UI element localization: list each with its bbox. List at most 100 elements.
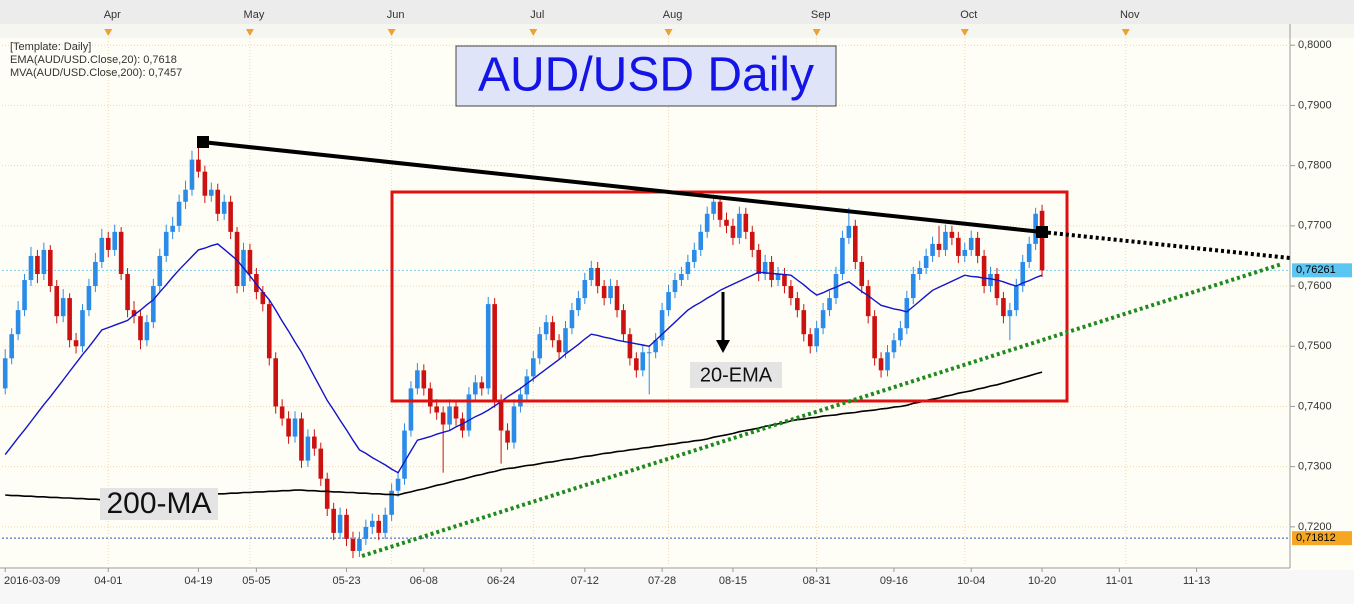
candle-body [904,298,910,329]
candle-body [917,267,922,275]
candle-body [99,237,105,262]
candle-body [762,261,768,275]
month-label: Apr [104,9,121,21]
candle-body [415,370,420,389]
candle-body [299,418,304,461]
candle-body [795,298,800,311]
y-tick-label: 0,7600 [1298,280,1332,292]
candle-body [853,225,858,262]
candle-body [125,274,130,311]
candle-body [1039,210,1045,271]
candle-body [569,310,575,329]
candle-body [421,370,427,389]
legend-entry: MVA(AUD/USD.Close,200): 0,7457 [10,67,182,79]
candle-body [576,298,581,311]
month-label: Oct [960,9,977,21]
candle-body [485,304,491,389]
candle-body [782,274,787,287]
candle-body [601,286,607,299]
candle-body [1033,213,1038,244]
month-label: Jul [530,9,544,21]
candle-body [827,298,832,311]
price-label-box [1292,531,1352,546]
candle-body [968,237,974,250]
candle-body [788,286,794,299]
candle-body [646,352,652,354]
candle-body [531,358,536,377]
candle-body [170,225,175,232]
candle-body [859,261,865,287]
month-marker [529,29,538,36]
candle-body [144,322,150,341]
candle-body [22,280,27,311]
y-tick-label: 0,7500 [1298,340,1332,352]
bottom-strip [0,570,1354,604]
candle-body [956,237,961,256]
candle-body [685,261,691,275]
candle-body [692,249,697,262]
candle-body [183,189,188,202]
x-tick-label: 11-01 [1106,575,1133,587]
candle-body [473,382,478,395]
candle-body [749,231,755,250]
x-tick-label: 11-13 [1183,575,1210,587]
candle-body [820,310,826,329]
candle-body [672,280,678,293]
candle-body [105,237,111,250]
candle-body [466,394,472,431]
candle-body [634,358,639,371]
candle-body [1014,286,1019,311]
marker-strip [0,24,1354,38]
y-tick-label: 0,7400 [1298,400,1332,412]
month-label: Aug [663,9,683,21]
candle-body [1026,243,1032,262]
candle-body [440,412,446,425]
x-tick-label: 07-28 [648,575,676,587]
candle-body [872,316,877,359]
candle-body [350,538,356,551]
y-tick-label: 0,7200 [1298,521,1332,533]
x-tick-label: 08-15 [719,575,747,587]
candle-body [769,261,774,281]
candle-body [885,352,890,371]
candle-body [898,328,903,341]
candle-body [337,514,343,533]
x-tick-label: 04-01 [94,575,122,587]
price-label: 0,76261 [1296,264,1336,276]
candle-body [730,225,736,238]
support-line [361,262,1283,558]
candle-body [60,298,66,317]
trend-anchor [1036,226,1048,238]
candle-body [202,171,208,196]
candle-body [975,237,980,256]
candle-body [666,292,671,311]
candle-body [524,376,530,395]
candle-body [981,255,987,287]
candle-body [273,358,278,407]
candle-body [492,304,497,401]
month-marker [812,29,821,36]
x-tick-label: 07-12 [571,575,599,587]
candle-body [994,274,1000,299]
candle-body [498,400,504,431]
candle-body [260,292,266,305]
annotation-box [690,362,782,388]
candle-body [923,255,929,268]
template-label: [Template: Daily] [10,41,91,53]
trend-anchor [197,136,209,148]
candle-body [453,406,459,419]
candle-body [312,436,317,449]
x-tick-label: 06-24 [487,575,515,587]
candle-body [54,286,60,317]
candle-body [389,490,394,515]
candle-body [833,274,839,299]
candle-body [363,526,369,539]
month-marker [664,29,673,36]
x-tick-label: 05-05 [242,575,270,587]
candle-body [878,358,884,371]
candle-body [1001,298,1006,317]
month-label: Sep [811,9,831,21]
candle-body [221,201,227,214]
candle-body [93,261,98,287]
candle-body [35,255,40,275]
